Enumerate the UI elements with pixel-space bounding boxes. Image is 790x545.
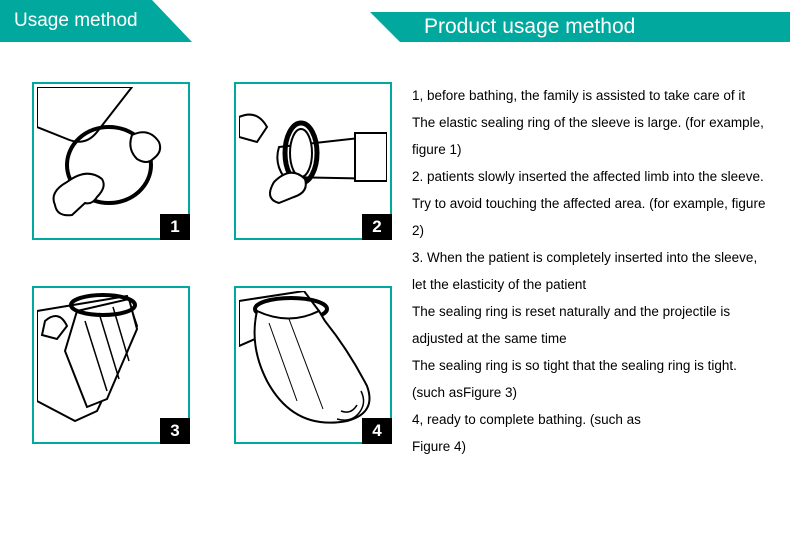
main-content: 1 2 3 bbox=[0, 42, 790, 460]
figure-3-badge: 3 bbox=[160, 418, 190, 444]
instruction-line: 2. patients slowly inserted the affected… bbox=[412, 163, 768, 190]
figure-1: 1 bbox=[32, 82, 190, 240]
figure-4: 4 bbox=[234, 286, 392, 444]
header-left-triangle bbox=[152, 0, 192, 42]
header: Usage method Product usage method bbox=[0, 0, 790, 42]
instruction-line: 3. When the patient is completely insert… bbox=[412, 244, 768, 298]
figures-grid: 1 2 3 bbox=[32, 82, 392, 460]
instruction-line: Figure 4) bbox=[412, 433, 768, 460]
figure-3: 3 bbox=[32, 286, 190, 444]
instruction-line: Try to avoid touching the affected area.… bbox=[412, 190, 768, 244]
header-left-title: Usage method bbox=[0, 0, 152, 42]
figure-4-badge: 4 bbox=[362, 418, 392, 444]
figure-2-badge: 2 bbox=[362, 214, 392, 240]
header-right: Product usage method bbox=[370, 12, 790, 42]
figure-3-illustration bbox=[37, 291, 185, 439]
instruction-line: The sealing ring is reset naturally and … bbox=[412, 298, 768, 352]
instructions: 1, before bathing, the family is assiste… bbox=[412, 82, 772, 460]
header-right-triangle bbox=[370, 12, 400, 42]
instruction-line: 4, ready to complete bathing. (such as bbox=[412, 406, 768, 433]
figure-4-illustration bbox=[239, 291, 387, 439]
header-right-title: Product usage method bbox=[400, 12, 790, 42]
instruction-line: The elastic sealing ring of the sleeve i… bbox=[412, 109, 768, 163]
instruction-line: 1, before bathing, the family is assiste… bbox=[412, 82, 768, 109]
figure-1-badge: 1 bbox=[160, 214, 190, 240]
instruction-line: The sealing ring is so tight that the se… bbox=[412, 352, 768, 406]
header-left: Usage method bbox=[0, 0, 192, 42]
figure-2-illustration bbox=[239, 87, 387, 235]
figure-2: 2 bbox=[234, 82, 392, 240]
figure-1-illustration bbox=[37, 87, 185, 235]
